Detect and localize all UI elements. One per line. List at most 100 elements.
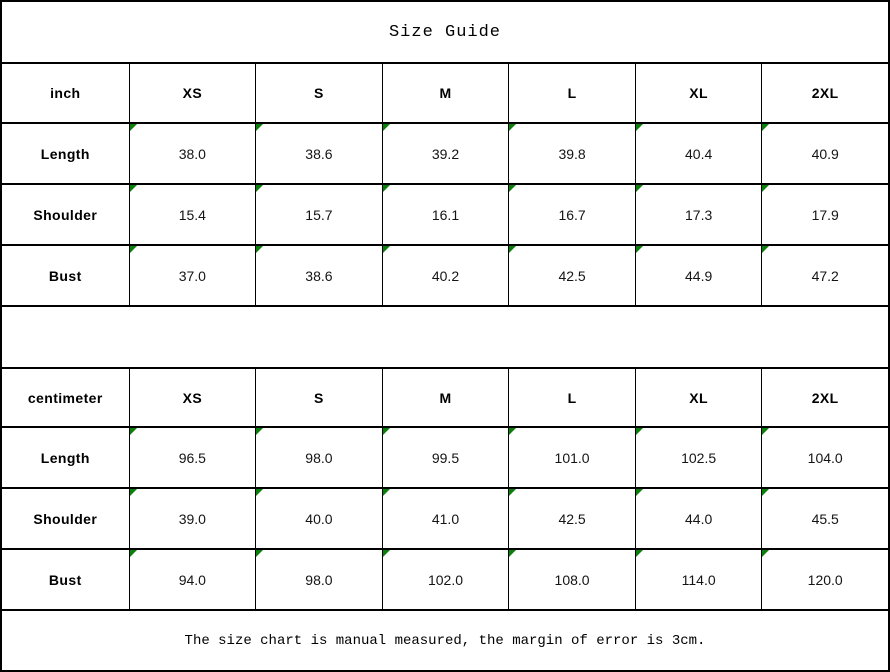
value-cell: 44.9 — [634, 246, 762, 305]
value-cell: 38.6 — [255, 246, 382, 305]
green-corner-flag-icon — [509, 550, 517, 557]
row-label: Bust — [48, 571, 82, 588]
green-corner-flag-icon — [509, 489, 517, 496]
cell-value: 42.5 — [558, 510, 586, 527]
size-label: 2XL — [811, 389, 839, 406]
cell-value: 15.7 — [305, 206, 333, 223]
green-corner-flag-icon — [382, 428, 390, 435]
green-corner-flag-icon — [129, 246, 137, 253]
value-cell: 40.0 — [255, 489, 382, 548]
green-corner-flag-icon — [382, 246, 390, 253]
size-header-cell-xl: XL — [634, 64, 762, 122]
value-cell: 102.5 — [634, 428, 762, 487]
green-corner-flag-icon — [129, 124, 137, 131]
value-cell: 102.0 — [381, 550, 509, 609]
cell-value: 104.0 — [807, 449, 843, 466]
cell-value: 45.5 — [811, 510, 839, 527]
cell-value: 38.0 — [178, 145, 206, 162]
value-cell: 15.4 — [128, 185, 256, 244]
centimeter-header-row: centimeter XS S M L XL 2XL — [2, 367, 888, 426]
row-label-cell: Shoulder — [2, 489, 129, 548]
green-corner-flag-icon — [635, 428, 643, 435]
green-corner-flag-icon — [762, 185, 770, 192]
row-label: Bust — [48, 267, 82, 284]
size-header-cell-xs: XS — [128, 369, 256, 426]
row-label-cell: Bust — [2, 550, 129, 609]
footer-note: The size chart is manual measured, the m… — [184, 632, 706, 649]
cell-value: 37.0 — [178, 267, 206, 284]
unit-label: inch — [50, 85, 81, 101]
cell-value: 39.8 — [558, 145, 586, 162]
cell-value: 17.9 — [811, 206, 839, 223]
cell-value: 114.0 — [681, 571, 716, 588]
cell-value: 16.7 — [558, 206, 586, 223]
value-cell: 39.0 — [128, 489, 256, 548]
inch-bust-row: Bust 37.0 38.6 40.2 42.5 44.9 47.2 — [2, 244, 888, 305]
value-cell: 47.2 — [761, 246, 888, 305]
value-cell: 98.0 — [255, 428, 382, 487]
cell-value: 102.0 — [427, 571, 464, 588]
size-label: S — [314, 389, 324, 406]
green-corner-flag-icon — [129, 428, 137, 435]
value-cell: 40.2 — [381, 246, 509, 305]
value-cell: 16.1 — [381, 185, 509, 244]
value-cell: 42.5 — [508, 246, 635, 305]
green-corner-flag-icon — [256, 550, 264, 557]
size-header-cell-m: M — [381, 64, 509, 122]
size-label: 2XL — [811, 85, 839, 101]
size-label: M — [439, 85, 452, 101]
cell-value: 41.0 — [431, 510, 460, 527]
green-corner-flag-icon — [129, 550, 137, 557]
size-label: L — [567, 389, 577, 406]
inch-shoulder-row: Shoulder 15.4 15.7 16.1 16.7 17.3 17.9 — [2, 183, 888, 244]
value-cell: 99.5 — [381, 428, 509, 487]
cell-value: 42.5 — [558, 267, 586, 284]
cell-value: 39.0 — [178, 510, 206, 527]
size-header-cell-m: M — [381, 369, 509, 426]
size-header-cell-2xl: 2XL — [761, 369, 888, 426]
cell-value: 94.0 — [178, 571, 206, 588]
green-corner-flag-icon — [509, 185, 517, 192]
unit-label: centimeter — [27, 389, 103, 406]
size-label: S — [314, 85, 324, 101]
cell-value: 39.2 — [431, 145, 460, 162]
value-cell: 16.7 — [508, 185, 635, 244]
value-cell: 96.5 — [128, 428, 256, 487]
green-corner-flag-icon — [762, 489, 770, 496]
value-cell: 104.0 — [761, 428, 888, 487]
size-label: XS — [182, 85, 203, 101]
row-label-cell: Shoulder — [2, 185, 129, 244]
unit-header-cell: centimeter — [2, 369, 129, 426]
cell-value: 98.0 — [305, 571, 333, 588]
cm-length-row: Length 96.5 98.0 99.5 101.0 102.5 104.0 — [2, 426, 888, 487]
green-corner-flag-icon — [635, 246, 643, 253]
size-header-cell-xl: XL — [634, 369, 762, 426]
cell-value: 98.0 — [305, 449, 333, 466]
value-cell: 39.8 — [508, 124, 635, 183]
title-row: Size Guide — [2, 2, 888, 62]
value-cell: 114.0 — [634, 550, 762, 609]
green-corner-flag-icon — [635, 185, 643, 192]
green-corner-flag-icon — [382, 489, 390, 496]
size-header-cell-2xl: 2XL — [761, 64, 888, 122]
green-corner-flag-icon — [382, 185, 390, 192]
green-corner-flag-icon — [762, 550, 770, 557]
size-label: XS — [182, 389, 203, 406]
green-corner-flag-icon — [382, 550, 390, 557]
green-corner-flag-icon — [256, 185, 264, 192]
cell-value: 108.0 — [554, 571, 590, 588]
unit-header-cell: inch — [2, 64, 129, 122]
row-label: Length — [40, 145, 90, 162]
value-cell: 45.5 — [761, 489, 888, 548]
inch-length-row: Length 38.0 38.6 39.2 39.8 40.4 40.9 — [2, 122, 888, 183]
cell-value: 40.4 — [685, 145, 713, 162]
cell-value: 15.4 — [178, 206, 206, 223]
size-header-cell-s: S — [255, 64, 382, 122]
row-label: Length — [40, 449, 90, 466]
cell-value: 47.2 — [811, 267, 839, 284]
cell-value: 120.0 — [807, 571, 843, 588]
green-corner-flag-icon — [635, 124, 643, 131]
value-cell: 38.6 — [255, 124, 382, 183]
size-label: L — [567, 85, 577, 101]
